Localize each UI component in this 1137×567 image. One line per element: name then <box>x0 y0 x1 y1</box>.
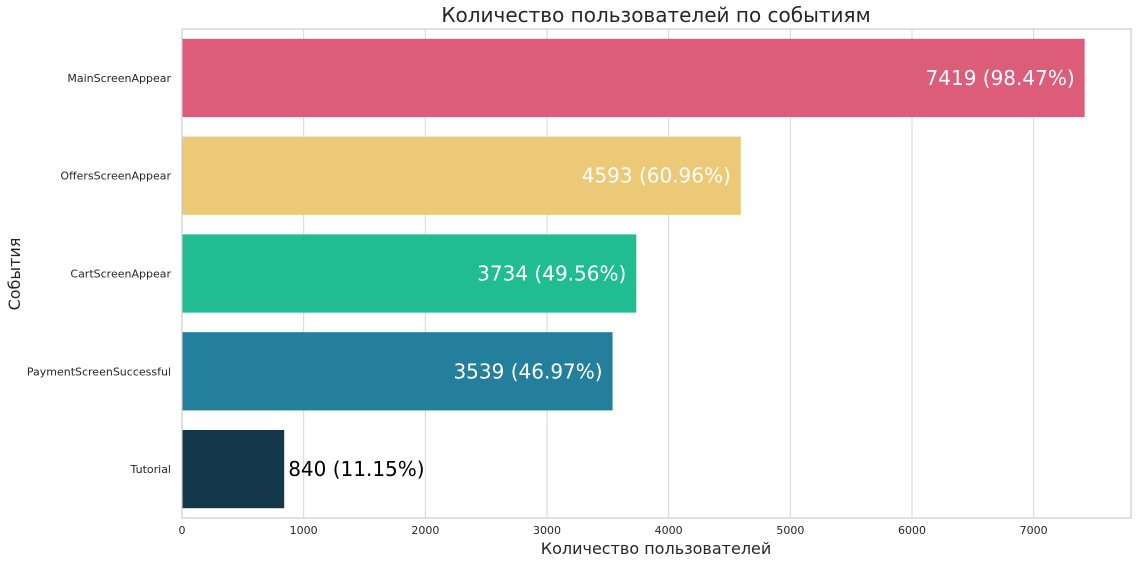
y-tick-label: CartScreenAppear <box>70 268 171 281</box>
data-labels: 7419 (98.47%) 4593 (60.96%) 3734 (49.56%) 3… <box>288 66 1074 481</box>
y-axis-label: События <box>5 238 24 311</box>
bar <box>182 38 1085 118</box>
plot-frame <box>181 28 1132 519</box>
bar <box>182 234 637 313</box>
bars-layer <box>182 38 1085 509</box>
chart-title: Количество пользователей по событиям <box>441 3 870 27</box>
data-label: 7419 (98.47%) <box>926 66 1075 90</box>
x-tick-label: 0 <box>179 524 186 537</box>
data-label: 840 (11.15%) <box>288 457 424 481</box>
data-label: 4593 (60.96%) <box>582 164 731 188</box>
y-tick-label: Tutorial <box>130 463 171 476</box>
bar <box>182 136 741 215</box>
bar <box>182 429 285 509</box>
x-axis-ticks: 0 1000 2000 3000 4000 5000 6000 7000 <box>179 524 1048 537</box>
plot-border <box>181 28 1132 519</box>
bar <box>182 332 613 411</box>
y-tick-label: OffersScreenAppear <box>60 170 171 183</box>
y-tick-label: PaymentScreenSuccessful <box>27 365 171 378</box>
data-label: 3539 (46.97%) <box>453 359 602 383</box>
x-tick-label: 2000 <box>411 524 439 537</box>
data-label: 3734 (49.56%) <box>477 262 626 286</box>
y-tick-label: MainScreenAppear <box>67 72 171 85</box>
x-tick-label: 5000 <box>776 524 804 537</box>
x-tick-label: 6000 <box>898 524 926 537</box>
x-tick-label: 1000 <box>290 524 318 537</box>
x-axis-label: Количество пользователей <box>541 539 772 558</box>
x-tick-label: 3000 <box>533 524 561 537</box>
x-tick-label: 4000 <box>655 524 683 537</box>
y-axis-ticks: MainScreenAppear OffersScreenAppear CartSc… <box>27 72 172 476</box>
x-tick-label: 7000 <box>1020 524 1048 537</box>
